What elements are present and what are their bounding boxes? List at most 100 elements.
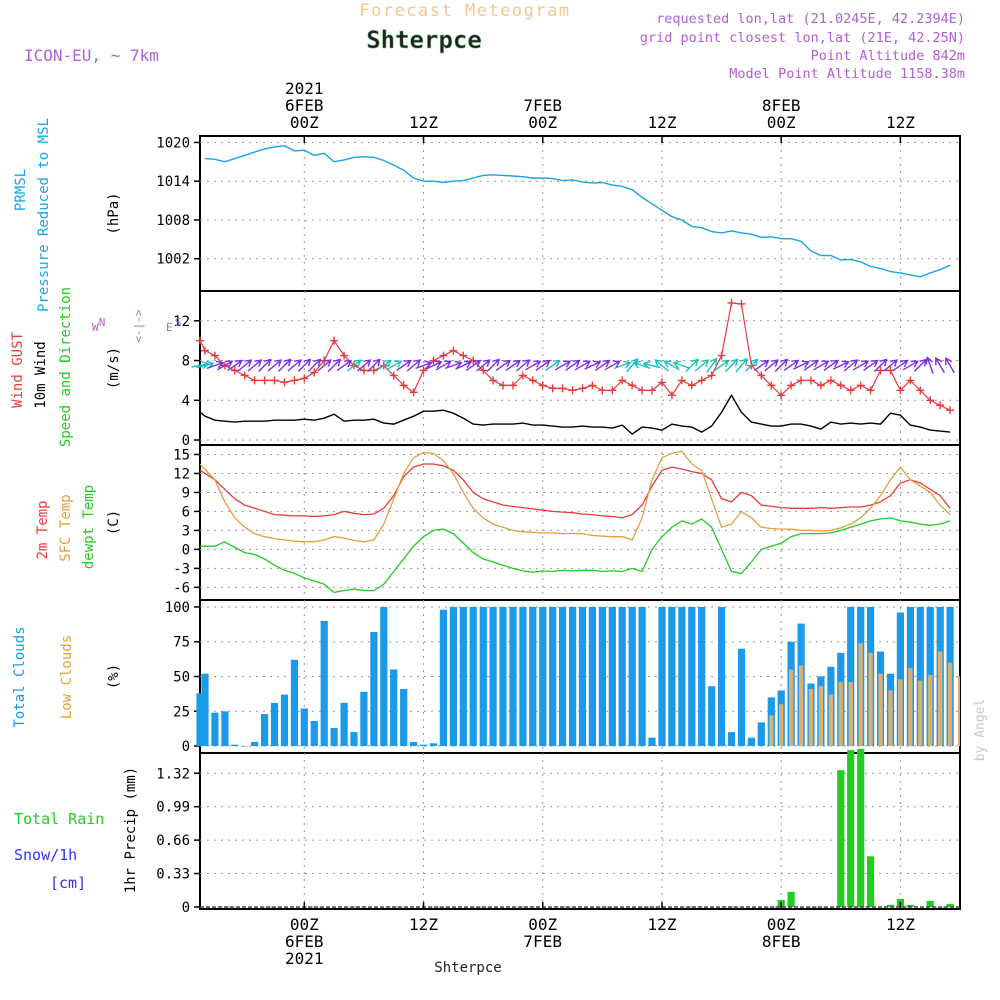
compass-north: N bbox=[99, 316, 106, 329]
low-cloud-bar bbox=[947, 662, 953, 747]
y-tick-label: 0 bbox=[182, 542, 190, 558]
wind-direction-arrow bbox=[735, 357, 748, 373]
wind-direction-arrow bbox=[613, 360, 632, 370]
gust-marker bbox=[926, 396, 935, 405]
wind-direction-arrow bbox=[515, 359, 531, 372]
gust-marker bbox=[578, 384, 587, 393]
rain-bar bbox=[867, 856, 875, 907]
plot-layer: 1002 1008 1014 1020 (hPa) 0 4 8 12 (m/s) -6 -3 0 3 6 9 1… bbox=[10, 79, 961, 968]
wind-direction-arrow bbox=[565, 359, 581, 371]
total-cloud-bar bbox=[400, 689, 408, 746]
wind-direction-arrow bbox=[945, 356, 955, 374]
wind-direction-arrow bbox=[642, 360, 661, 369]
total-cloud-bar bbox=[459, 607, 467, 747]
gust-marker bbox=[677, 376, 686, 385]
temp-2m-line bbox=[199, 463, 951, 519]
wind-direction-arrow bbox=[774, 358, 789, 372]
gust-marker bbox=[300, 374, 309, 383]
wind-direction-arrow bbox=[874, 358, 888, 372]
bottom-time-label: 6FEB bbox=[285, 932, 324, 951]
wind-direction-arrow bbox=[883, 359, 899, 372]
low-cloud-bar bbox=[938, 651, 943, 747]
gust-marker bbox=[439, 351, 448, 360]
location-title: Shterpce bbox=[366, 26, 482, 54]
gust-marker bbox=[886, 366, 895, 375]
total-cloud-bar bbox=[469, 607, 477, 747]
total-cloud-bar bbox=[290, 659, 298, 746]
total-cloud-bar bbox=[241, 746, 249, 747]
label-snow-unit: [cm] bbox=[50, 874, 86, 892]
y-tick-label: 15 bbox=[173, 447, 190, 463]
total-cloud-bar bbox=[350, 732, 358, 746]
chart-title: Forecast Meteogram bbox=[359, 1, 570, 21]
gust-marker bbox=[936, 401, 945, 410]
gust-marker bbox=[548, 384, 557, 393]
wind-direction-arrow bbox=[783, 359, 800, 371]
point-altitude: Point Altitude 842m bbox=[811, 48, 965, 64]
wind-direction-arrow bbox=[852, 360, 870, 371]
wind-direction-arrow bbox=[376, 359, 392, 371]
total-cloud-bar bbox=[718, 607, 726, 747]
gust-marker bbox=[359, 366, 368, 375]
wind-direction-arrow bbox=[694, 359, 710, 372]
wind-direction-arrow bbox=[297, 358, 312, 372]
y-tick-label: 12 bbox=[173, 466, 190, 482]
total-cloud-bar bbox=[231, 744, 239, 747]
y-tick-label: 0 bbox=[182, 739, 190, 755]
total-cloud-bar bbox=[201, 673, 209, 746]
total-cloud-bar bbox=[519, 607, 527, 747]
bottom-time-label: 7FEB bbox=[523, 932, 562, 951]
compass-west: W bbox=[92, 321, 99, 334]
gust-marker bbox=[538, 381, 547, 390]
wind-direction-arrow bbox=[336, 359, 353, 371]
compass-south: S bbox=[175, 316, 182, 329]
bottom-time-label: 00Z bbox=[290, 915, 319, 934]
total-cloud-bar bbox=[370, 632, 378, 747]
panel-frame bbox=[199, 135, 961, 292]
wind-direction-arrow bbox=[386, 360, 403, 371]
y-tick-label: 6 bbox=[182, 504, 190, 520]
wind-direction-arrow bbox=[935, 357, 946, 374]
total-cloud-bar bbox=[251, 741, 259, 747]
gust-marker bbox=[757, 371, 766, 380]
gust-marker bbox=[330, 336, 339, 345]
top-time-label: 00Z bbox=[528, 113, 557, 132]
y-tick-label: 8 bbox=[182, 354, 190, 370]
gust-marker bbox=[876, 366, 885, 375]
gust-marker bbox=[399, 381, 408, 390]
compass-rose: N S <-|-> bbox=[99, 309, 182, 342]
total-cloud-bar bbox=[916, 607, 924, 747]
total-cloud-bar bbox=[628, 607, 636, 747]
watermark: by Angel bbox=[973, 699, 988, 762]
total-cloud-bar bbox=[747, 737, 755, 746]
y-tick-label: 0.66 bbox=[156, 833, 190, 849]
low-cloud-bar bbox=[918, 680, 923, 747]
wind-direction-arrow bbox=[505, 359, 522, 371]
total-cloud-bar bbox=[360, 691, 368, 746]
gust-marker bbox=[196, 336, 204, 345]
gust-line bbox=[199, 302, 951, 411]
wind-direction-arrow bbox=[813, 360, 830, 371]
y-label-low-clouds: Low Clouds bbox=[59, 635, 75, 719]
total-cloud-bar bbox=[479, 607, 487, 747]
panel-frame bbox=[199, 444, 961, 601]
y-label-direction: Speed and Direction bbox=[58, 287, 74, 447]
total-cloud-bar bbox=[300, 708, 308, 747]
wind-direction-arrow bbox=[823, 359, 839, 371]
wind-speed-line bbox=[199, 393, 951, 435]
wind-direction-arrow bbox=[574, 360, 591, 371]
wind-direction-arrow bbox=[594, 359, 611, 371]
total-cloud-bar bbox=[320, 620, 328, 747]
gust-marker bbox=[598, 386, 607, 395]
bottom-time-label: 12Z bbox=[648, 915, 677, 934]
panel-frame bbox=[199, 290, 961, 446]
dewpt-line bbox=[200, 517, 951, 594]
gust-marker bbox=[946, 406, 955, 415]
total-cloud-bar bbox=[708, 686, 716, 746]
y-tick-label: 1014 bbox=[156, 174, 190, 190]
y-tick-label: 0 bbox=[182, 433, 190, 449]
wind-direction-arrow bbox=[764, 359, 779, 372]
y-label-precip: 1hr Precip (mm) bbox=[123, 767, 139, 893]
total-cloud-bar bbox=[410, 741, 418, 747]
footer-location: Shterpce bbox=[434, 960, 501, 976]
